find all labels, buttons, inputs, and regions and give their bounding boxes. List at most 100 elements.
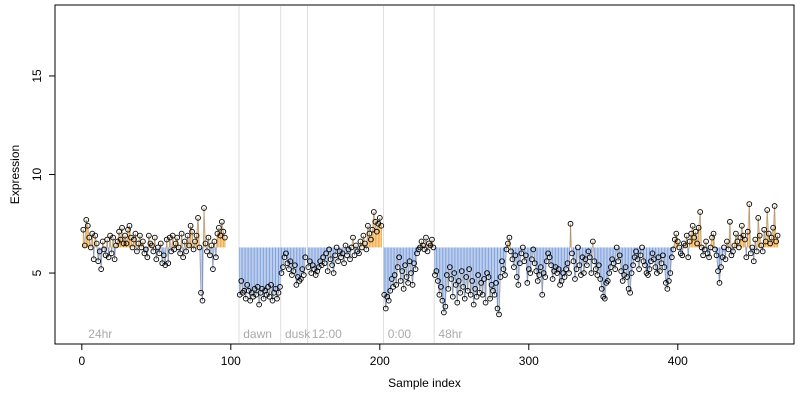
x-axis-label: Sample index — [388, 376, 461, 390]
data-point — [293, 282, 300, 288]
data-point — [750, 258, 757, 265]
data-point — [518, 250, 525, 257]
data-point — [734, 238, 741, 245]
data-point — [528, 256, 535, 263]
data-point — [581, 270, 587, 276]
data-point — [494, 305, 501, 312]
data-point — [762, 238, 769, 245]
data-point — [561, 274, 568, 280]
data-point — [655, 254, 662, 261]
data-point — [503, 246, 510, 253]
data-point — [657, 268, 663, 274]
data-point — [274, 295, 280, 302]
data-point — [435, 278, 441, 284]
data-point — [138, 244, 145, 251]
data-point — [439, 297, 446, 304]
data-point — [651, 256, 657, 263]
data-point — [585, 248, 592, 255]
data-point — [174, 234, 181, 241]
data-point — [633, 248, 639, 255]
data-point — [92, 232, 99, 239]
data-point — [534, 278, 541, 284]
data-point — [508, 248, 514, 255]
data-point — [572, 276, 578, 282]
data-point — [496, 311, 502, 318]
data-point — [588, 270, 595, 276]
data-point — [773, 238, 779, 245]
data-point — [442, 303, 449, 310]
data-point — [470, 301, 477, 308]
data-point — [192, 238, 198, 245]
data-point — [356, 250, 362, 257]
data-point — [475, 272, 481, 278]
data-point — [564, 260, 571, 267]
data-point — [360, 232, 367, 239]
data-point — [433, 268, 440, 274]
data-point — [646, 266, 653, 272]
data-point — [715, 268, 721, 274]
data-point — [347, 256, 353, 263]
data-point — [171, 246, 178, 253]
data-point — [247, 297, 254, 304]
data-point — [143, 246, 149, 253]
data-point — [527, 270, 534, 276]
data-point — [137, 232, 143, 239]
data-point — [575, 244, 581, 251]
data-point — [183, 248, 189, 255]
data-point — [256, 301, 262, 308]
data-point — [169, 232, 176, 239]
data-point — [582, 256, 589, 263]
data-point — [393, 282, 400, 288]
data-point — [366, 230, 373, 237]
data-point — [104, 236, 110, 243]
x-tick-label: 400 — [668, 354, 688, 368]
data-point — [332, 252, 338, 259]
data-point — [198, 289, 204, 296]
data-point — [707, 244, 714, 251]
data-point — [388, 276, 395, 282]
data-point — [327, 256, 334, 263]
data-point — [731, 242, 738, 249]
data-point — [454, 299, 461, 306]
data-point — [736, 244, 742, 251]
phase-dividers — [238, 6, 435, 343]
data-point — [110, 234, 116, 241]
data-point — [189, 228, 195, 235]
data-point — [93, 240, 100, 247]
data-point — [695, 224, 702, 231]
data-point — [661, 264, 668, 270]
data-point — [87, 244, 94, 251]
data-point — [457, 289, 464, 296]
data-point — [156, 250, 163, 257]
data-point — [607, 264, 614, 270]
data-point — [598, 285, 605, 292]
data-point — [244, 282, 251, 288]
data-point — [443, 272, 450, 278]
data-point — [627, 289, 633, 296]
data-point — [278, 270, 285, 276]
data-point — [703, 238, 709, 245]
data-point — [673, 230, 680, 237]
data-point — [630, 262, 636, 269]
data-point — [591, 258, 598, 265]
data-point — [105, 254, 112, 261]
data-point — [365, 222, 371, 229]
data-point — [546, 254, 553, 261]
data-point — [491, 291, 498, 298]
data-point — [204, 248, 210, 255]
data-point — [165, 260, 172, 267]
phase-label: 0:00 — [388, 327, 412, 341]
data-point — [706, 254, 712, 261]
data-point — [403, 274, 410, 280]
data-point — [238, 278, 245, 284]
data-point — [90, 256, 97, 263]
data-point — [266, 293, 273, 300]
data-point — [543, 258, 550, 265]
data-point — [308, 270, 315, 276]
data-point — [148, 242, 155, 249]
data-point — [101, 246, 108, 253]
data-point — [530, 246, 537, 253]
data-point — [739, 222, 745, 229]
data-point — [202, 240, 209, 247]
data-point — [297, 276, 304, 282]
